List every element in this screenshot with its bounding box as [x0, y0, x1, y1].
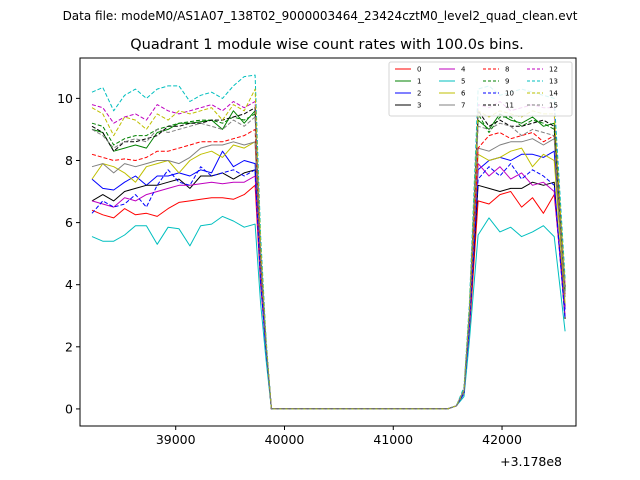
x-tick-label: 40000 [265, 432, 305, 447]
legend-label-5: 5 [461, 78, 465, 86]
legend-label-12: 12 [549, 66, 558, 74]
legend-label-3: 3 [417, 102, 421, 110]
x-offset-label: +3.178e8 [500, 454, 562, 469]
series-line-9 [91, 113, 566, 410]
y-tick-label: 8 [65, 153, 73, 168]
y-axis: 0 2 4 6 8 10 [57, 91, 80, 416]
data-file-label: Data file: modeM0/AS1A07_138T02_90000034… [63, 9, 578, 23]
legend-label-6: 6 [461, 90, 466, 98]
legend-box [388, 61, 573, 117]
x-tick-label: 39000 [156, 432, 196, 447]
legend-label-4: 4 [461, 66, 466, 74]
chart-title: Quadrant 1 module wise count rates with … [130, 37, 524, 53]
series-line-15 [91, 116, 566, 410]
legend-label-15: 15 [549, 102, 558, 110]
legend-label-9: 9 [505, 78, 509, 86]
y-tick-label: 2 [65, 339, 73, 354]
y-tick-label: 6 [65, 215, 73, 230]
x-tick-label: 42000 [482, 432, 522, 447]
x-axis: 39000 40000 41000 42000 [156, 426, 522, 447]
legend-label-14: 14 [549, 90, 558, 98]
legend-label-2: 2 [417, 90, 421, 98]
y-tick-label: 10 [57, 91, 73, 106]
legend-label-11: 11 [505, 102, 514, 110]
x-tick-label: 41000 [373, 432, 413, 447]
plot-frame [79, 57, 577, 427]
legend-label-7: 7 [461, 102, 465, 110]
legend-label-0: 0 [417, 66, 421, 74]
y-tick-label: 4 [65, 277, 73, 292]
legend-label-1: 1 [417, 78, 421, 86]
series-line-8 [91, 128, 566, 410]
legend-label-8: 8 [505, 66, 509, 74]
legend-label-13: 13 [549, 78, 558, 86]
y-tick-label: 0 [65, 401, 73, 416]
series-line-13 [91, 74, 566, 410]
legend-label-10: 10 [505, 90, 514, 98]
